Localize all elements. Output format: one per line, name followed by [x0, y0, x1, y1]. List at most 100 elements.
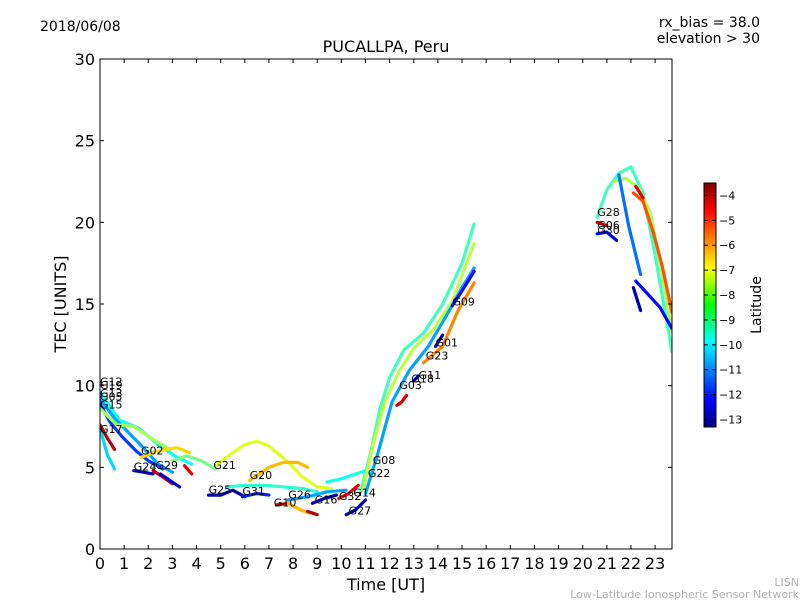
y-axis: 0 5 10 15 20 25 30 — [75, 50, 672, 559]
sat-label-0: G12 — [100, 376, 123, 389]
elevation-label: elevation > 30 — [657, 31, 760, 47]
colorbar-ticks: −4 −5 −6 −7 −8 −9 −10 −11 −12 −13 — [704, 189, 742, 427]
cbar-tick-label-6: −10 — [719, 339, 742, 352]
series-G21b — [170, 454, 218, 471]
series-G19 — [100, 397, 174, 474]
series-G23 — [421, 281, 476, 365]
sat-label-2: G13 — [100, 387, 123, 400]
x-tick-label-0: 0 — [95, 554, 105, 573]
series-G30b — [617, 173, 643, 277]
sat-label-3: G05 — [100, 390, 123, 403]
sat-label-28: G06 — [597, 219, 620, 232]
series-G30c — [634, 279, 672, 331]
x-tick-label-4: 4 — [191, 554, 201, 573]
y-axis-label: TEC [UNITS] — [51, 256, 70, 354]
x-tick-label-10: 10 — [331, 554, 351, 573]
date-label: 2018/06/08 — [40, 19, 121, 35]
sat-label-6: G02 — [141, 444, 164, 457]
series-G21 — [214, 439, 334, 491]
rx-bias-label: rx_bias = 38.0 — [659, 15, 760, 31]
sat-label-15: G16 — [315, 493, 338, 506]
sat-label-18: G27 — [349, 505, 372, 518]
credit-network: Low-Latitude Ionospheric Sensor Network — [570, 588, 799, 600]
series-G01 — [433, 333, 445, 349]
x-tick-label-5: 5 — [216, 554, 226, 573]
y-tick-label-0: 0 — [85, 540, 95, 559]
series-G28 — [595, 165, 672, 353]
cbar-tick-label-4: −8 — [719, 289, 735, 302]
series-G31 — [240, 491, 271, 499]
cbar-tick-label-8: −12 — [719, 389, 742, 402]
colorbar: −4 −5 −6 −7 −8 −9 −10 −11 −12 −13 Latitude — [703, 182, 765, 428]
series-G17 — [100, 423, 117, 451]
cbar-tick-label-2: −6 — [719, 239, 735, 252]
cbar-tick-label-7: −11 — [719, 364, 742, 377]
sat-label-13: G26 — [288, 488, 311, 501]
data-series-layer — [100, 165, 672, 517]
y-tick-label-5: 25 — [75, 132, 95, 151]
sat-label-5: G17 — [100, 423, 123, 436]
sat-label-14: G10 — [274, 497, 297, 510]
sat-label-29: G30 — [597, 224, 620, 237]
sat-label-9: G21 — [213, 459, 236, 472]
series-G13 — [100, 402, 165, 471]
x-tick-label-15: 15 — [452, 554, 472, 573]
series-G16 — [310, 493, 339, 505]
series-G15 — [100, 406, 172, 451]
series-G30e — [631, 286, 643, 313]
series-G30d — [634, 184, 645, 200]
x-tick-label-13: 13 — [404, 554, 424, 573]
x-tick-label-11: 11 — [355, 554, 375, 573]
y-tick-label-1: 5 — [85, 458, 95, 477]
cbar-tick-label-1: −5 — [719, 214, 735, 227]
sat-label-24: G23 — [426, 350, 449, 363]
x-tick-label-16: 16 — [476, 554, 496, 573]
series-G30 — [595, 230, 619, 242]
sat-label-4: G15 — [100, 399, 123, 412]
y-tick-label-4: 20 — [75, 213, 95, 232]
series-G25 — [207, 488, 247, 499]
series-G09 — [450, 269, 476, 308]
series-G22 — [361, 242, 476, 492]
x-axis-label: Time [UT] — [346, 575, 425, 594]
x-tick-label-19: 19 — [548, 554, 568, 573]
x-tick-label-17: 17 — [500, 554, 520, 573]
cbar-tick-label-3: −7 — [719, 264, 735, 277]
colorbar-label: Latitude — [749, 276, 765, 334]
series-G05 — [100, 426, 117, 471]
x-tick-label-18: 18 — [524, 554, 544, 573]
series-G06b — [595, 220, 609, 228]
y-tick-label-3: 15 — [75, 295, 95, 314]
x-tick-label-7: 7 — [264, 554, 274, 573]
x-tick-label-1: 1 — [119, 554, 129, 573]
x-tick-label-6: 6 — [240, 554, 250, 573]
x-axis: 0 1 2 3 4 5 6 7 8 9 10 11 12 13 14 15 16 17 18 19 20 21 22 23 — [95, 59, 665, 573]
series-G29b — [158, 472, 182, 489]
sat-label-19: G08 — [373, 454, 396, 467]
sat-label-26: G09 — [452, 296, 475, 309]
sat-label-23: G11 — [419, 369, 442, 382]
x-tick-label-20: 20 — [573, 554, 593, 573]
series-G06 — [631, 191, 672, 314]
series-G10c — [306, 509, 319, 517]
series-G03 — [395, 393, 409, 407]
series-G02 — [139, 446, 191, 460]
chart-title: PUCALLPA, Peru — [323, 37, 450, 56]
sat-label-27: G28 — [597, 206, 620, 219]
x-tick-label-14: 14 — [428, 554, 448, 573]
sat-label-17: G14 — [353, 487, 376, 500]
cbar-tick-label-9: −13 — [719, 414, 742, 427]
series-G31b — [226, 483, 319, 494]
x-tick-label-9: 9 — [312, 554, 322, 573]
colorbar-gradient — [703, 182, 717, 428]
x-tick-label-3: 3 — [167, 554, 177, 573]
x-tick-label-2: 2 — [143, 554, 153, 573]
sat-label-22: G18 — [411, 372, 434, 385]
series-G21a — [182, 464, 194, 476]
sat-label-7: G24 — [134, 461, 157, 474]
sat-label-20: G22 — [368, 467, 391, 480]
x-tick-label-23: 23 — [645, 554, 665, 573]
series-G18 — [412, 374, 421, 383]
